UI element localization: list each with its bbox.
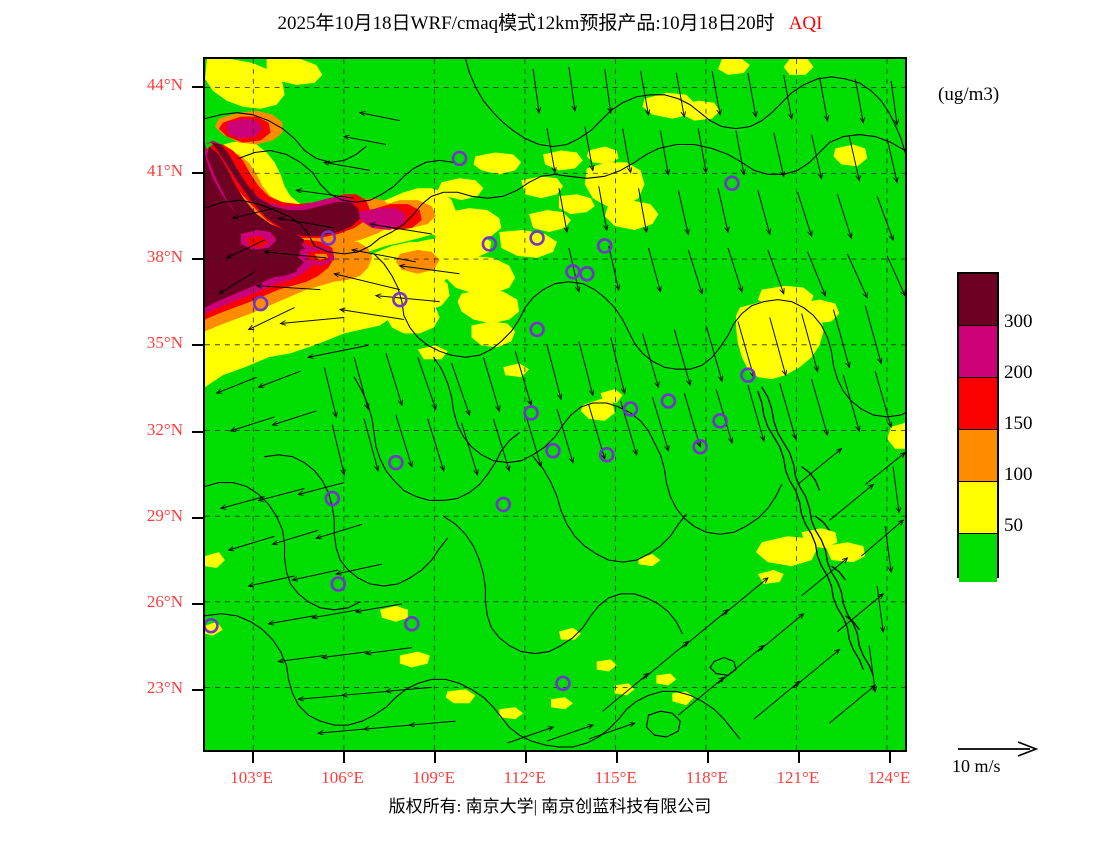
colorbar-unit-label: (ug/m3) bbox=[938, 84, 1000, 105]
y-axis: 44°N 41°N 38°N 35°N 32°N 29°N 26°N 23°N bbox=[0, 57, 203, 752]
right-arrow-icon bbox=[958, 741, 1039, 757]
colorbar-tick-200: 200 bbox=[1004, 362, 1033, 383]
title-variable: AQI bbox=[788, 13, 823, 34]
y-axis-label-0: 44°N bbox=[146, 74, 183, 94]
colorbar-band-100-150 bbox=[959, 429, 997, 481]
x-axis-label-5: 118°E bbox=[685, 768, 728, 787]
x-axis-label-1: 106°E bbox=[321, 768, 364, 787]
page-title: 2025年10月18日WRF/cmaq模式12km预报产品:10月18日20时 A… bbox=[0, 8, 1100, 35]
x-axis: 103°E 106°E 109°E 112°E 115°E 118°E 121°… bbox=[203, 752, 910, 812]
y-axis-label-3: 35°N bbox=[146, 333, 183, 353]
x-axis-label-2: 109°E bbox=[412, 768, 456, 787]
x-axis-label-7: 124°E bbox=[867, 768, 911, 787]
x-axis-label-6: 121°E bbox=[776, 768, 820, 787]
y-axis-label-1: 41°N bbox=[146, 161, 183, 180]
colorbar-band-0-50 bbox=[959, 533, 997, 582]
aqi-colorbar[interactable] bbox=[957, 272, 999, 582]
colorbar-band-200-300 bbox=[959, 325, 997, 377]
colorbar-tick-50: 50 bbox=[1004, 515, 1023, 536]
colorbar-tick-300: 300 bbox=[1004, 311, 1033, 332]
title-text: 2025年10月18日WRF/cmaq模式12km预报产品:10月18日20时 bbox=[277, 13, 775, 34]
colorbar-tick-100: 100 bbox=[1004, 464, 1033, 485]
x-axis-label-4: 115°E bbox=[594, 768, 637, 787]
x-axis-label-0: 103°E bbox=[230, 768, 273, 787]
colorbar-band-150-200 bbox=[959, 377, 997, 429]
aqi-contour-map bbox=[205, 59, 905, 750]
x-axis-label-3: 112°E bbox=[503, 768, 546, 787]
y-axis-label-5: 29°N bbox=[146, 505, 183, 525]
colorbar-tick-150: 150 bbox=[1004, 413, 1033, 434]
y-axis-label-6: 26°N bbox=[146, 592, 183, 611]
colorbar-band-50-100 bbox=[959, 481, 997, 533]
y-axis-label-4: 32°N bbox=[146, 419, 183, 439]
copyright-footer: 版权所有: 南京大学| 南京创蓝科技有限公司 bbox=[388, 797, 712, 816]
colorbar-band-above-300 bbox=[959, 274, 997, 325]
y-axis-label-7: 23°N bbox=[146, 678, 183, 698]
y-axis-label-2: 38°N bbox=[146, 247, 183, 267]
wind-scale-label: 10 m/s bbox=[952, 756, 1001, 776]
map-canvas[interactable] bbox=[203, 57, 907, 752]
wind-scale-key: 10 m/s bbox=[952, 738, 1072, 784]
